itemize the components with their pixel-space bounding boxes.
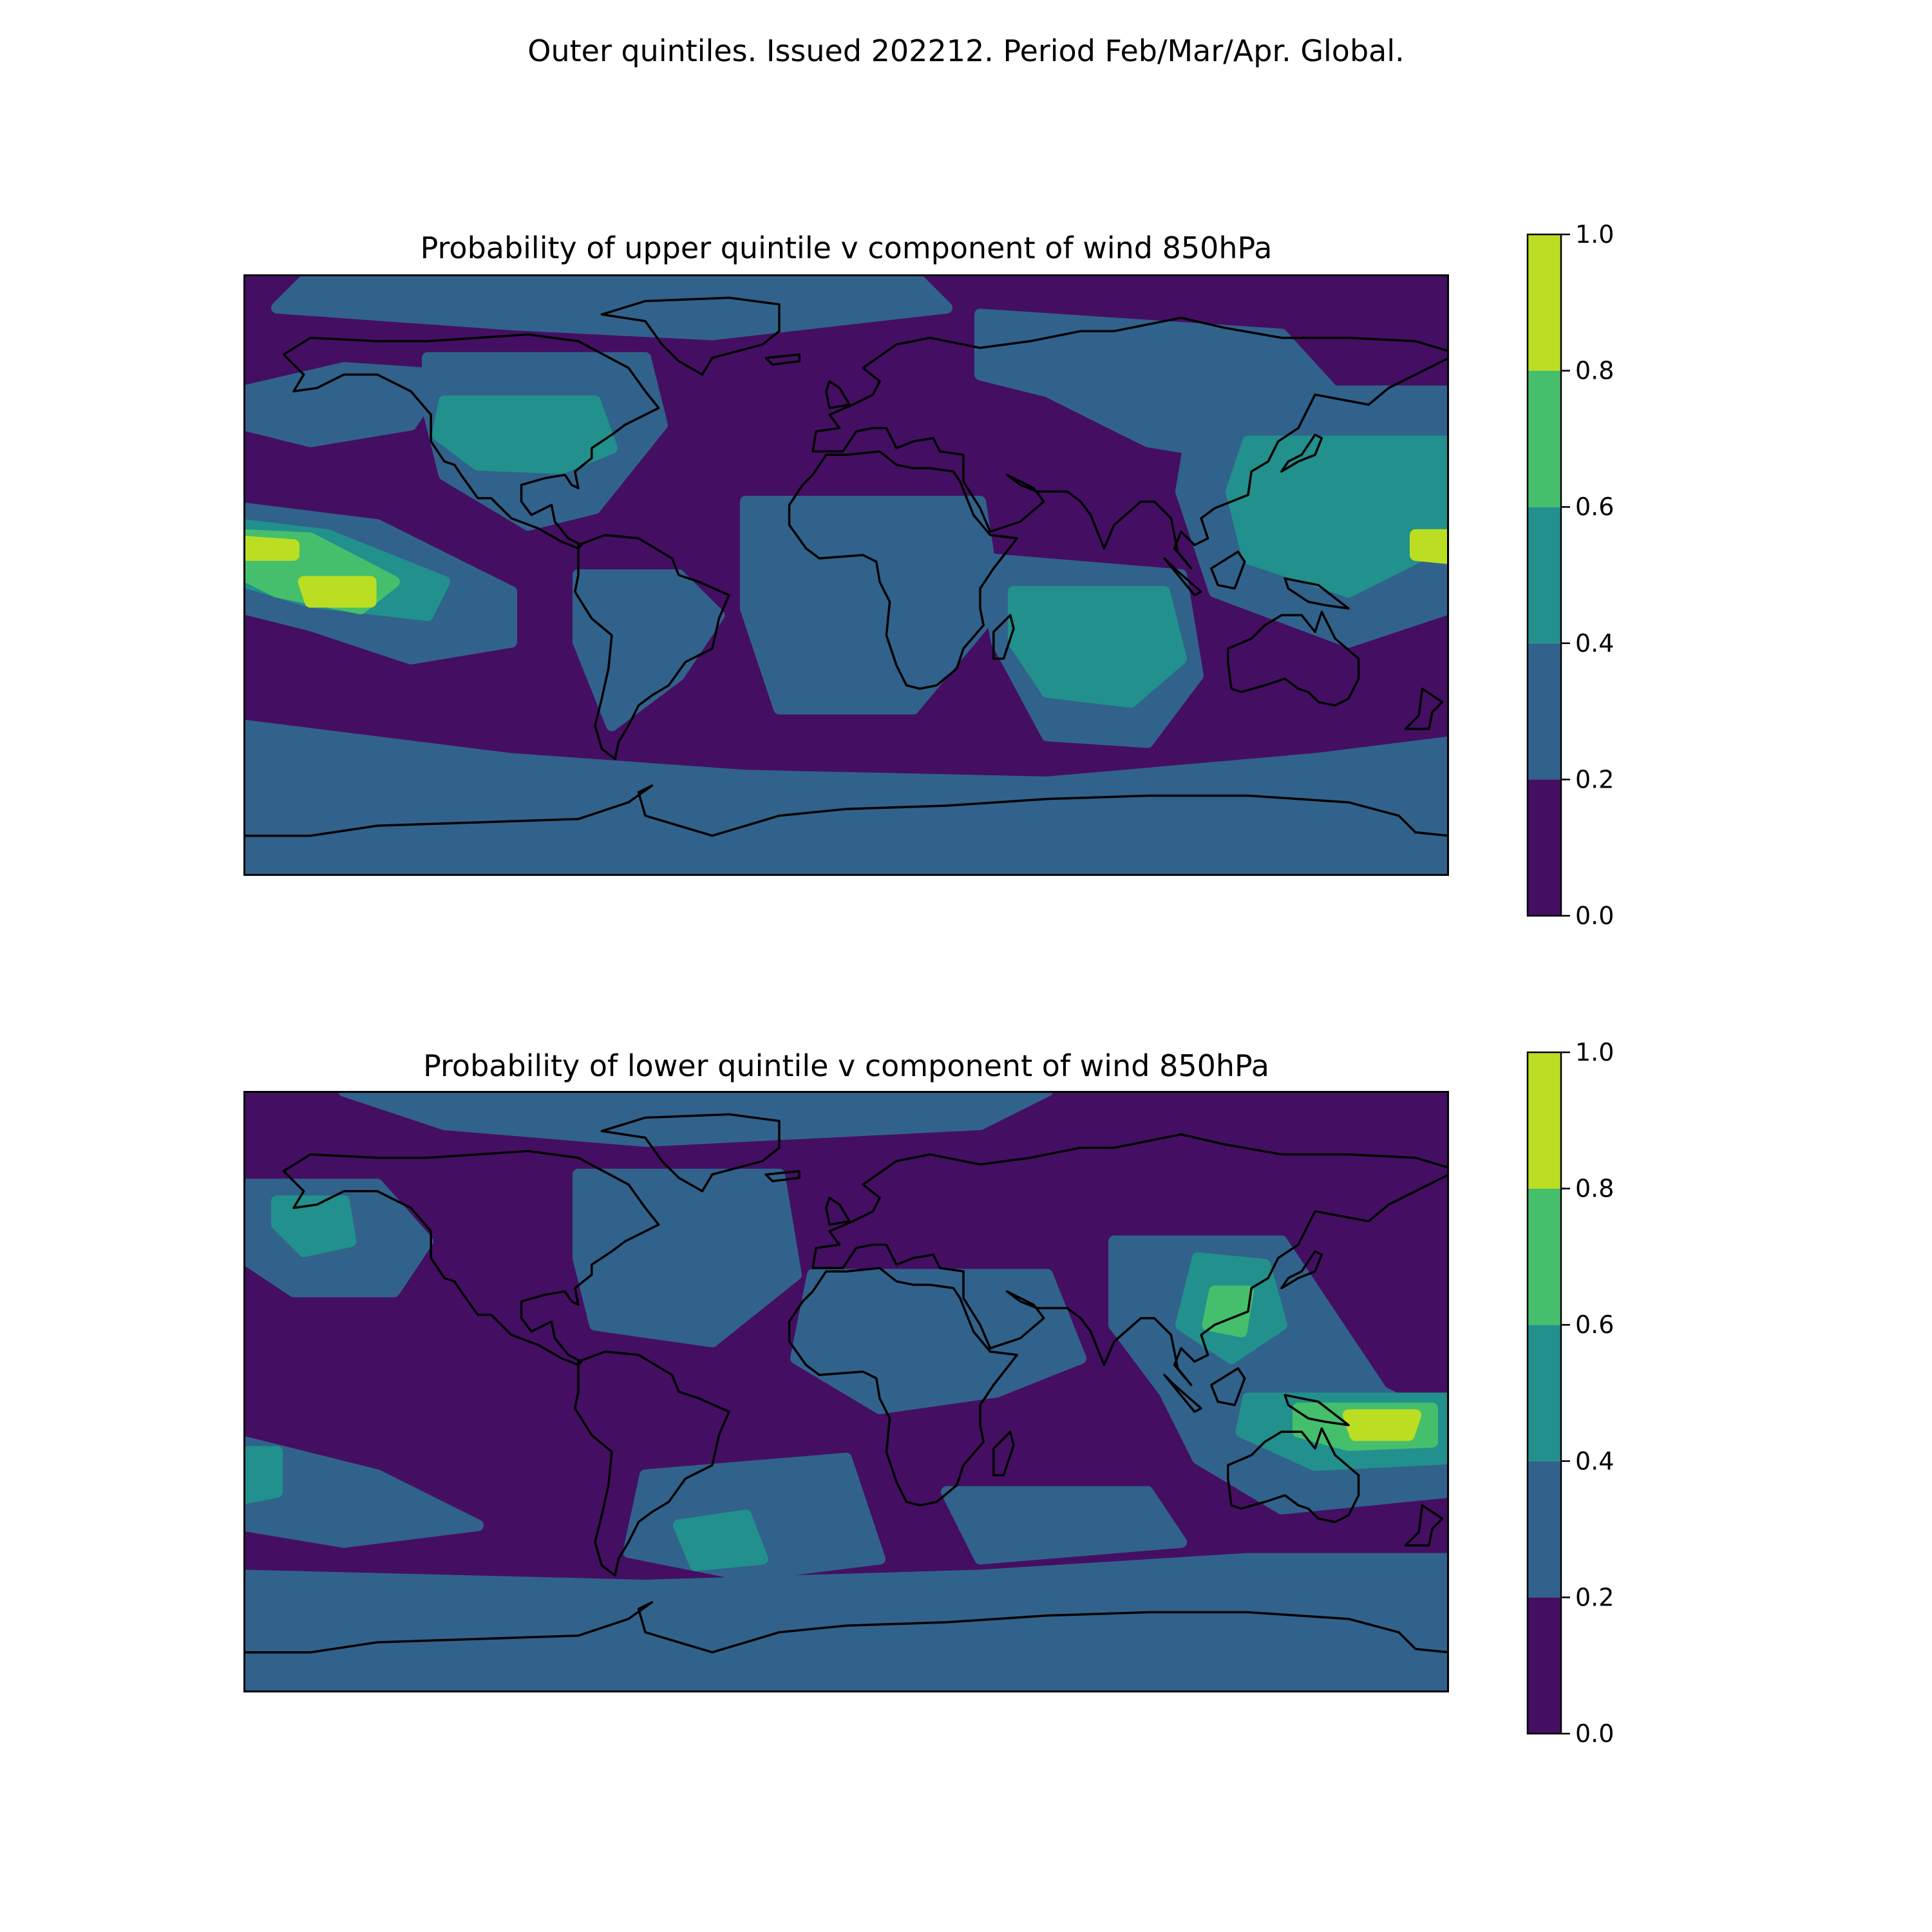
colorbar-tick-label: 0.4 xyxy=(1575,629,1614,658)
probability-region-west-pacific-maximum xyxy=(1410,529,1449,565)
coastline-antarctica xyxy=(243,1601,1449,1654)
colorbar-segment xyxy=(1528,507,1561,643)
colorbar-segment xyxy=(1528,1461,1561,1598)
probability-region-north-pacific-ocean xyxy=(243,362,450,448)
colorbar-tick-label: 0.2 xyxy=(1575,765,1614,793)
colorbar-tick-label: 0.0 xyxy=(1575,1719,1614,1745)
colorbar-frame xyxy=(1526,233,1562,917)
colorbar-tick-label: 0.4 xyxy=(1575,1447,1614,1475)
coastline-greenland xyxy=(600,296,781,376)
colorbar-segment xyxy=(1528,370,1561,507)
map-frame xyxy=(243,274,1449,876)
coastline-australia xyxy=(1227,1427,1360,1524)
coastline-iceland xyxy=(764,353,800,366)
coastline-africa xyxy=(788,1267,1018,1507)
coastline-madagascar xyxy=(992,614,1015,660)
probability-region-east-asia-maximum xyxy=(1202,1285,1254,1338)
coastline-north-america xyxy=(282,1150,660,1367)
coastline-iceland xyxy=(764,1170,800,1182)
coastline-japan xyxy=(1280,433,1323,473)
colorbar-tick-label: 0.6 xyxy=(1575,493,1614,521)
coastline-british-isles xyxy=(825,1197,851,1226)
colorbar-segment xyxy=(1528,234,1561,371)
panel-1-map xyxy=(243,274,1449,876)
probability-region-pacific-maximum-south xyxy=(298,576,377,608)
colorbar-segment xyxy=(1528,1052,1561,1189)
panel-1-colorbar: 0.0 0.2 0.4 0.6 0.8 1.0 xyxy=(1526,220,1614,927)
coastlines xyxy=(243,1113,1449,1654)
colorbar-tick-label: 1.0 xyxy=(1575,220,1614,249)
probability-region-atlantic-africa xyxy=(740,495,1003,715)
coastline-british-isles xyxy=(825,380,851,410)
coastline-new-zealand xyxy=(1404,687,1444,730)
coastline-new-guinea xyxy=(1283,1394,1350,1426)
probability-region-north-pacific-core xyxy=(271,1195,357,1258)
colorbar-tick-label: 0.8 xyxy=(1575,357,1614,385)
probability-region-north-atlantic xyxy=(573,1168,802,1348)
coastline-borneo xyxy=(1210,1367,1246,1406)
coastline-sumatra xyxy=(1163,557,1202,596)
probability-region-usa-canada xyxy=(431,395,618,474)
coastline-eurasia xyxy=(811,1133,1449,1387)
panel-1-title: Probability of upper quintile v componen… xyxy=(420,231,1273,265)
coastline-north-america xyxy=(282,333,660,550)
colorbar-tick-label: 0.6 xyxy=(1575,1311,1614,1339)
colorbar-tick-label: 0.8 xyxy=(1575,1175,1614,1203)
coastline-australia xyxy=(1227,611,1360,707)
colorbar-segment xyxy=(1528,1597,1561,1734)
coastline-new-zealand xyxy=(1404,1504,1444,1547)
colorbar-tick-label: 1.0 xyxy=(1575,1038,1614,1066)
coastline-south-america xyxy=(574,1350,730,1577)
colorbar-frame xyxy=(1526,1051,1562,1735)
probability-region-maritime-continent-maximum xyxy=(1343,1409,1421,1441)
colorbar-tick-label: 0.2 xyxy=(1575,1583,1614,1611)
panel-2-title: Probability of lower quintile v componen… xyxy=(423,1048,1269,1083)
figure-suptitle: Outer quintiles. Issued 202212. Period F… xyxy=(527,33,1405,68)
coastline-south-america xyxy=(574,533,730,761)
probability-region-west-pacific-core xyxy=(1226,435,1449,598)
coastline-madagascar xyxy=(992,1430,1015,1477)
probability-region-south-atlantic-core xyxy=(673,1509,768,1571)
probability-region-indian-ocean-core xyxy=(1008,585,1187,708)
probability-region-southeast-pacific xyxy=(243,1435,484,1548)
probability-region-southern-ocean xyxy=(243,719,1449,876)
coastline-africa xyxy=(788,450,1018,690)
coastline-borneo xyxy=(1210,550,1246,590)
colorbar-segment xyxy=(1528,1325,1561,1461)
colorbar-segment xyxy=(1528,1188,1561,1325)
coastline-greenland xyxy=(600,1113,781,1193)
colorbar-segment xyxy=(1528,643,1561,780)
coastline-new-guinea xyxy=(1283,577,1350,610)
panel-2-colorbar: 0.0 0.2 0.4 0.6 0.8 1.0 xyxy=(1526,1038,1614,1745)
colorbar-segment xyxy=(1528,779,1561,916)
coastline-japan xyxy=(1280,1250,1323,1289)
coastline-antarctica xyxy=(243,784,1449,837)
probability-region-southeast-pacific-core xyxy=(243,1446,283,1505)
panel-2-map xyxy=(243,1091,1449,1692)
coastline-eurasia xyxy=(811,316,1449,570)
coastline-sumatra xyxy=(1163,1374,1202,1413)
probability-region-south-indian-ocean xyxy=(941,1486,1187,1565)
coastlines xyxy=(243,296,1449,837)
colorbar-tick-label: 0.0 xyxy=(1575,902,1614,927)
map-frame xyxy=(243,1091,1449,1692)
probability-region-pacific-maximum-north xyxy=(243,536,299,561)
